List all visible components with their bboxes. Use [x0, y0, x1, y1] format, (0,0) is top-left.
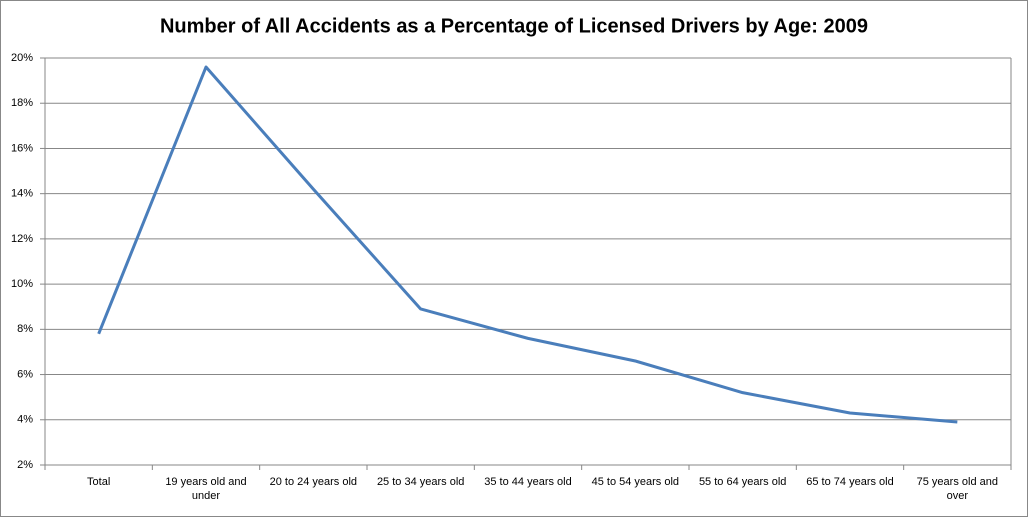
chart-title: Number of All Accidents as a Percentage … [160, 15, 868, 37]
x-tick-label: 65 to 74 years old [806, 476, 894, 488]
y-tick-label: 4% [17, 414, 33, 426]
y-tick-label: 8% [17, 323, 33, 335]
x-tick-label: 20 to 24 years old [269, 476, 358, 488]
x-tick-label: 19 years old and under [165, 476, 247, 502]
x-tick-label: 45 to 54 years old [591, 476, 680, 488]
y-tick-label: 2% [17, 459, 33, 471]
y-tick-label: 16% [11, 142, 33, 154]
x-tick-label: Total [87, 476, 111, 488]
data-line [97, 65, 958, 424]
x-tick-label: 55 to 64 years old [698, 476, 787, 488]
x-tick-label: 75 years old and over [916, 476, 998, 502]
y-tick-label: 18% [11, 97, 33, 109]
y-tick-label: 14% [11, 188, 33, 200]
y-tick-label: 20% [11, 52, 33, 64]
y-tick-label: 12% [11, 233, 33, 245]
x-tick-label: 25 to 34 years old [376, 476, 465, 488]
y-tick-label: 6% [17, 368, 33, 380]
y-tick-label: 10% [11, 278, 33, 290]
x-tick-label: 35 to 44 years old [484, 476, 572, 488]
